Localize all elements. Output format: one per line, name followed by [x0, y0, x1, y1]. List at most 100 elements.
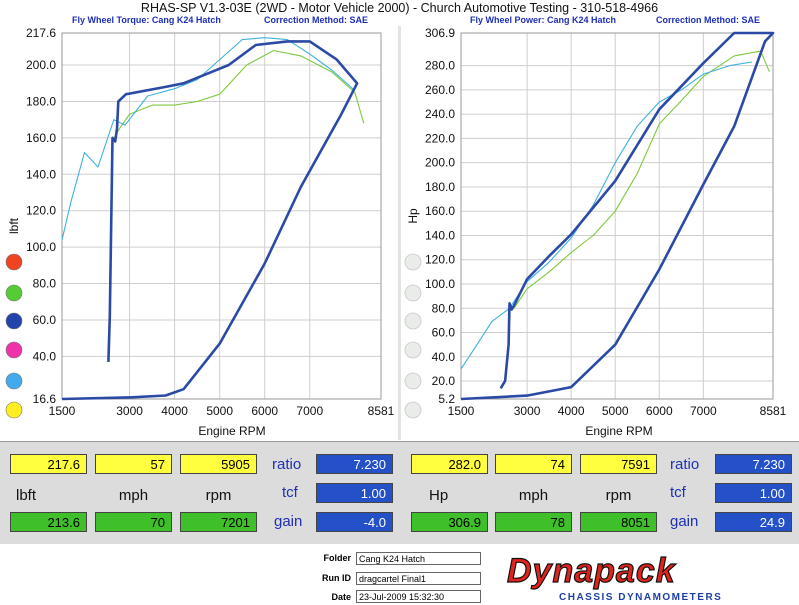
torque-y-tick-label: 217.6 [26, 26, 56, 40]
torque-peak-value: 217.6 [10, 454, 87, 474]
legend-color-dot [5, 341, 23, 359]
power-series-line-1 [513, 50, 770, 309]
power-y-tick-label: 120.0 [425, 253, 455, 267]
power-ratio-value: 7.230 [715, 454, 792, 474]
power-y-tick-label: 306.9 [425, 26, 455, 40]
ratio-value: 7.230 [316, 454, 393, 474]
torque-y-tick-label: 140.0 [26, 167, 56, 181]
torque-x-axis-label: Engine RPM [198, 424, 265, 438]
power-tcf-label: tcf [670, 484, 686, 501]
gain-value: -4.0 [316, 512, 393, 532]
power-tcf-value: 1.00 [715, 483, 792, 503]
power-y-tick-label: 40.0 [432, 350, 456, 364]
legend-placeholder-dot [404, 253, 422, 271]
torque-x-tick-label: 4000 [161, 404, 188, 418]
torque-x-tick-label: 8581 [368, 404, 395, 418]
speed-unit-label: mph [118, 487, 149, 504]
gain-label: gain [274, 513, 303, 530]
power-chart-panel: Hp Engine RPM 1500 3000 4000 5000 6000 7000 85… [401, 26, 799, 440]
power-x-tick-label: 6000 [646, 404, 673, 418]
torque-x-tick-label: 1500 [49, 404, 76, 418]
power-y-axis-label: Hp [406, 208, 420, 224]
power-y-tick-label: 140.0 [425, 228, 455, 242]
torque-series-line-0 [61, 40, 359, 401]
run-id-label: Run ID [322, 573, 351, 583]
torque-plot-frame [61, 32, 382, 400]
power-correction-method: Correction Method: SAE [656, 15, 761, 25]
power-y-tick-label: 100.0 [425, 277, 455, 291]
torque-y-tick-label: 180.0 [26, 94, 56, 108]
power-x-tick-label: 5000 [602, 404, 629, 418]
torque-x-tick-label: 3000 [116, 404, 143, 418]
torque-correction-method: Correction Method: SAE [264, 15, 369, 25]
power-y-tick-label: 260.0 [425, 83, 455, 97]
report-footer: Folder Cang K24 Hatch Run ID dragcartel … [0, 544, 799, 605]
chart-divider [398, 26, 401, 440]
power-peak-value: 282.0 [411, 454, 488, 474]
power-y-tick-label: 20.0 [432, 374, 456, 388]
power-rpm-unit-label: rpm [605, 487, 632, 504]
torque-series-line-2 [61, 37, 356, 241]
power-gain-label: gain [670, 513, 699, 530]
power-ratio-label: ratio [670, 456, 700, 473]
power-y-tick-label: 160.0 [425, 204, 455, 218]
torque-final-rpm: 7201 [180, 512, 257, 532]
power-x-axis-label: Engine RPM [585, 424, 652, 438]
torque-chart-subtitle: Fly Wheel Torque: Cang K24 Hatch [72, 15, 221, 25]
torque-y-tick-label: 40.0 [33, 349, 57, 363]
power-y-tick-label: 280.0 [425, 59, 455, 73]
tcf-value: 1.00 [316, 483, 393, 503]
power-rpm-value: 7591 [580, 454, 657, 474]
power-plot-frame [460, 32, 774, 400]
torque-unit-label: lbft [16, 487, 37, 504]
legend-placeholder-dot [404, 401, 422, 419]
power-y-tick-label: 80.0 [432, 301, 456, 315]
torque-final-value: 213.6 [10, 512, 87, 532]
power-gain-value: 24.9 [715, 512, 792, 532]
power-y-tick-label: 200.0 [425, 156, 455, 170]
legend-placeholder-dot [404, 284, 422, 302]
power-series-line-2 [460, 61, 752, 370]
power-chart: Hp Engine RPM 1500 3000 4000 5000 6000 7000 85… [404, 26, 787, 438]
dynapack-logo: Dynapack CHASSIS DYNAMOMETERS [506, 551, 722, 603]
report-title: RHAS-SP V1.3-03E (2WD - Motor Vehicle 20… [140, 1, 659, 15]
power-x-tick-label: 8581 [760, 404, 787, 418]
power-chart-subtitle: Fly Wheel Power: Cang K24 Hatch [470, 15, 617, 25]
folder-label: Folder [323, 553, 351, 563]
power-y-tick-label: 220.0 [425, 131, 455, 145]
torque-chart: lbft Engine RPM 1500 3000 4000 5000 6000 7000… [5, 26, 395, 438]
legend-color-dot [5, 401, 23, 419]
folder-value: Cang K24 Hatch [356, 552, 481, 565]
legend-placeholder-dot [404, 312, 422, 330]
power-y-tick-label: 180.0 [425, 180, 455, 194]
legend-color-dot [5, 284, 23, 302]
power-y-tick-label: 60.0 [432, 326, 456, 340]
power-x-tick-label: 4000 [558, 404, 585, 418]
power-final-value: 306.9 [411, 512, 488, 532]
dynapack-logo-wordmark: Dynapack [507, 552, 677, 590]
date-value: 23-Jul-2009 15:32:30 [356, 590, 481, 603]
rpm-unit-label: rpm [205, 487, 232, 504]
power-speed-unit-label: mph [518, 487, 549, 504]
torque-final-speed: 70 [95, 512, 172, 532]
readout-panel: 217.6 57 5905 lbft mph rpm 213.6 70 7201… [0, 441, 799, 544]
torque-x-tick-label: 7000 [296, 404, 323, 418]
tcf-label: tcf [282, 484, 298, 501]
torque-y-tick-label: 16.6 [33, 392, 57, 406]
torque-y-tick-label: 60.0 [33, 313, 57, 327]
torque-y-tick-label: 200.0 [26, 58, 56, 72]
torque-y-axis-label: lbft [7, 217, 21, 234]
torque-y-tick-label: 100.0 [26, 240, 56, 254]
power-y-tick-label: 240.0 [425, 107, 455, 121]
power-x-tick-label: 3000 [514, 404, 541, 418]
torque-series-line-1 [111, 49, 365, 142]
power-speed-value: 74 [495, 454, 572, 474]
legend-color-dot [5, 372, 23, 390]
run-id-value: dragcartel Final1 [356, 572, 481, 585]
power-grid [460, 32, 774, 400]
torque-x-tick-label: 5000 [206, 404, 233, 418]
torque-x-tick-label: 6000 [251, 404, 278, 418]
torque-speed-value: 57 [95, 454, 172, 474]
torque-y-tick-label: 120.0 [26, 204, 56, 218]
dynapack-logo-tagline: CHASSIS DYNAMOMETERS [559, 592, 722, 603]
